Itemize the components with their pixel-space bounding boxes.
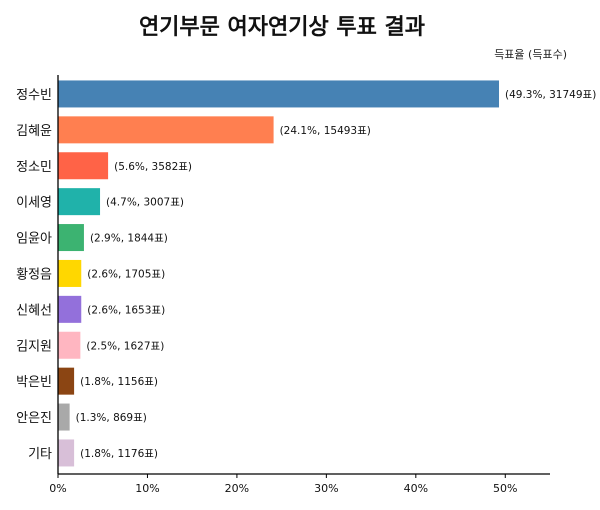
bar-9 (58, 367, 75, 395)
data-label: (24.1%, 15493표) (280, 125, 371, 137)
category-label: 김혜윤 (16, 124, 52, 139)
data-label: (5.6%, 3582표) (114, 161, 192, 173)
data-label: (2.6%, 1705표) (87, 268, 165, 280)
category-label: 정소민 (16, 160, 52, 175)
data-label: (2.9%, 1844표) (90, 233, 168, 245)
data-label: (2.6%, 1653표) (87, 304, 165, 316)
x-tick-label: 30% (314, 482, 338, 495)
axes-layer: 0% 10% 20% 30% 40% 50% (49, 75, 550, 495)
data-label: (49.3%, 31749표) (505, 89, 596, 101)
data-label: (1.3%, 869표) (76, 412, 147, 424)
bar-8 (58, 331, 81, 359)
category-label: 김지원 (16, 339, 52, 354)
chart-title: 연기부문 여자연기상 투표 결과 (139, 15, 425, 40)
bar-7 (58, 295, 82, 323)
data-label: (4.7%, 3007표) (106, 197, 184, 209)
bar-2 (58, 116, 274, 144)
category-label: 박은빈 (16, 375, 52, 390)
bar-10 (58, 403, 70, 431)
data-label: (1.8%, 1156표) (80, 376, 158, 388)
value-format-note: 득표율 (득표수) (494, 48, 567, 61)
x-tick-label: 20% (225, 482, 249, 495)
x-tick-label: 40% (404, 482, 428, 495)
bar-5 (58, 224, 84, 252)
x-tick-label: 0% (49, 482, 66, 495)
category-label: 황정음 (16, 267, 52, 282)
x-tick-label: 50% (493, 482, 517, 495)
category-label: 임윤아 (16, 232, 52, 247)
data-label: (2.5%, 1627표) (86, 340, 164, 352)
bars-layer: 정수빈 (49.3%, 31749표) 김혜윤 (24.1%, 15493표) 정소민 (… (16, 80, 596, 467)
bar-6 (58, 259, 82, 287)
data-label: (1.8%, 1176표) (80, 448, 158, 460)
category-label: 이세영 (16, 196, 52, 211)
x-tick-label: 10% (135, 482, 159, 495)
category-label: 안은진 (16, 411, 52, 426)
bar-1 (58, 80, 500, 108)
bar-11 (58, 439, 75, 467)
bar-4 (58, 188, 101, 216)
bar-3 (58, 152, 109, 180)
category-label: 신혜선 (16, 303, 52, 318)
category-label: 기타 (28, 447, 52, 462)
category-label: 정수빈 (16, 88, 52, 103)
